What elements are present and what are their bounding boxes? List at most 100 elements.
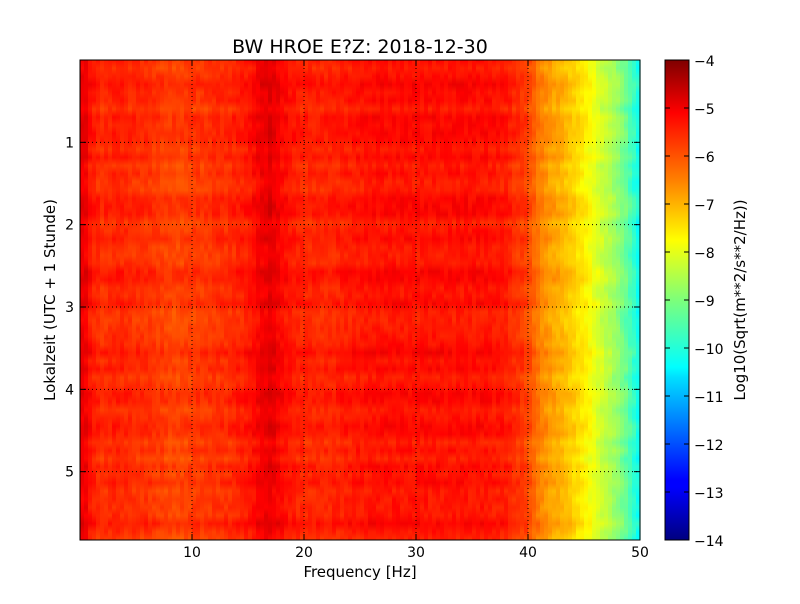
heatmap-column xyxy=(144,60,149,540)
heatmap-column xyxy=(428,60,433,540)
heatmap-column xyxy=(252,60,257,540)
heatmap-column xyxy=(580,60,585,540)
heatmap-column xyxy=(292,60,297,540)
heatmap-column xyxy=(488,60,493,540)
heatmap-column xyxy=(360,60,365,540)
heatmap-column xyxy=(172,60,177,540)
heatmap-column xyxy=(420,60,425,540)
y-tick-label: 2 xyxy=(65,218,74,234)
heatmap-column xyxy=(332,60,337,540)
heatmap-column xyxy=(112,60,117,540)
heatmap-column xyxy=(136,60,141,540)
heatmap-column xyxy=(632,60,637,540)
heatmap-column xyxy=(608,60,613,540)
heatmap-column xyxy=(152,60,157,540)
heatmap-column xyxy=(216,60,221,540)
heatmap-column xyxy=(296,60,301,540)
heatmap-column xyxy=(312,60,317,540)
heatmap-column xyxy=(304,60,309,540)
heatmap-column xyxy=(364,60,369,540)
colorbar-tick-label: −4 xyxy=(694,54,715,70)
heatmap-column xyxy=(268,60,273,540)
heatmap-column xyxy=(328,60,333,540)
heatmap-column xyxy=(276,60,281,540)
heatmap-column xyxy=(460,60,465,540)
heatmap-column xyxy=(324,60,329,540)
heatmap-column xyxy=(560,60,565,540)
heatmap-column xyxy=(100,60,105,540)
y-tick-label: 1 xyxy=(65,135,74,151)
x-tick-label: 20 xyxy=(295,545,313,561)
heatmap-column xyxy=(180,60,185,540)
heatmap-column xyxy=(92,60,97,540)
heatmap-column xyxy=(84,60,89,540)
heatmap-column xyxy=(288,60,293,540)
colorbar-tick-label: −9 xyxy=(694,294,715,310)
heatmap-column xyxy=(204,60,209,540)
heatmap-column xyxy=(532,60,537,540)
heatmap-column xyxy=(88,60,93,540)
heatmap-column xyxy=(464,60,469,540)
heatmap-column xyxy=(300,60,305,540)
heatmap-column xyxy=(636,60,641,540)
heatmap-column xyxy=(436,60,441,540)
heatmap-column xyxy=(128,60,133,540)
x-tick-label: 50 xyxy=(631,545,649,561)
heatmap-column xyxy=(132,60,137,540)
heatmap-column xyxy=(280,60,285,540)
heatmap-column xyxy=(224,60,229,540)
heatmap-column xyxy=(584,60,589,540)
heatmap-column xyxy=(440,60,445,540)
heatmap-column xyxy=(552,60,557,540)
heatmap-column xyxy=(416,60,421,540)
heatmap-column xyxy=(348,60,353,540)
heatmap-column xyxy=(148,60,153,540)
y-axis-label: Lokalzeit (UTC + 1 Stunde) xyxy=(41,199,59,401)
heatmap-column xyxy=(284,60,289,540)
heatmap-column xyxy=(108,60,113,540)
heatmap-column xyxy=(208,60,213,540)
heatmap-column xyxy=(448,60,453,540)
grid-lines xyxy=(80,60,640,540)
colorbar-tick-label: −10 xyxy=(694,342,724,358)
heatmap-column xyxy=(604,60,609,540)
heatmap-column xyxy=(624,60,629,540)
heatmap-column xyxy=(392,60,397,540)
heatmap-column xyxy=(104,60,109,540)
heatmap-column xyxy=(468,60,473,540)
heatmap xyxy=(80,60,641,540)
colorbar-tick-label: −7 xyxy=(694,198,715,214)
colorbar-tick-label: −5 xyxy=(694,102,715,118)
heatmap-column xyxy=(540,60,545,540)
heatmap-column xyxy=(340,60,345,540)
heatmap-column xyxy=(260,60,265,540)
heatmap-column xyxy=(196,60,201,540)
heatmap-column xyxy=(564,60,569,540)
heatmap-column xyxy=(596,60,601,540)
heatmap-column xyxy=(456,60,461,540)
heatmap-column xyxy=(400,60,405,540)
heatmap-column xyxy=(176,60,181,540)
heatmap-column xyxy=(536,60,541,540)
heatmap-column xyxy=(548,60,553,540)
heatmap-column xyxy=(320,60,325,540)
heatmap-column xyxy=(368,60,373,540)
heatmap-column xyxy=(96,60,101,540)
heatmap-column xyxy=(376,60,381,540)
heatmap-column xyxy=(600,60,605,540)
heatmap-column xyxy=(588,60,593,540)
heatmap-column xyxy=(408,60,413,540)
heatmap-column xyxy=(120,60,125,540)
chart-title: BW HROE E?Z: 2018-12-30 xyxy=(232,36,488,58)
y-tick-label: 3 xyxy=(65,300,74,316)
heatmap-column xyxy=(572,60,577,540)
heatmap-column xyxy=(168,60,173,540)
heatmap-column xyxy=(272,60,277,540)
heatmap-column xyxy=(244,60,249,540)
heatmap-column xyxy=(140,60,145,540)
heatmap-column xyxy=(264,60,269,540)
heatmap-column xyxy=(472,60,477,540)
heatmap-column xyxy=(628,60,633,540)
colorbar-ticks: −4 −5 −6 −7 −8 −9 −10 −11 −12 −13 −14 xyxy=(665,54,724,550)
